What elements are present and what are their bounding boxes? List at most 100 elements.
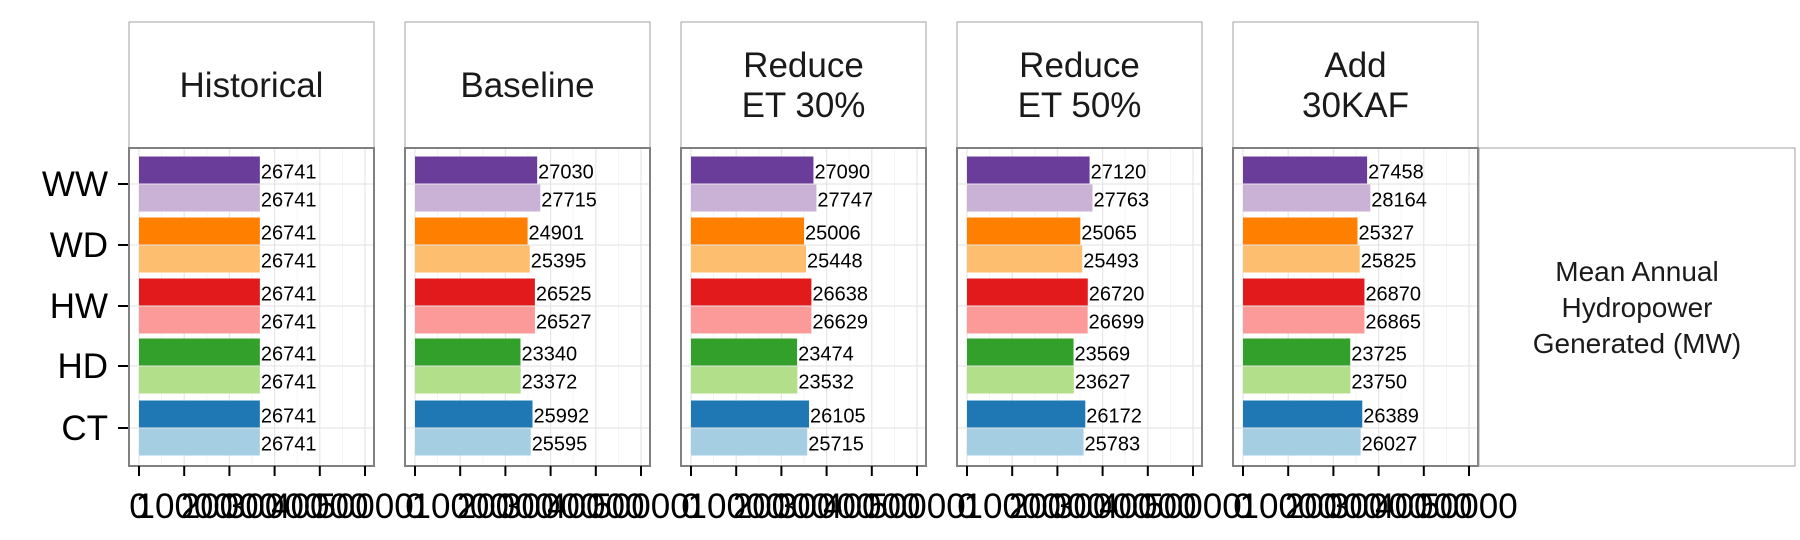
bar-value-label: 27763 <box>1093 190 1149 212</box>
bar-value-label: 25595 <box>532 434 588 456</box>
bar-value-label: 25065 <box>1081 223 1137 245</box>
facet-strip <box>680 21 927 149</box>
bar-value-label: 26527 <box>536 312 592 334</box>
x-tick-label: 30000 <box>502 487 599 526</box>
bar-value-label: 25395 <box>531 251 587 273</box>
bar-value-label: 26389 <box>1363 406 1419 428</box>
bar-value-label: 26741 <box>261 406 317 428</box>
bar <box>1243 184 1371 212</box>
facet-panel: Baseline 27030 27715 24901 25395 26525 26527 23… <box>404 21 690 526</box>
facet-title: Add <box>1324 46 1386 85</box>
bar-value-label: 26870 <box>1365 284 1421 306</box>
bar <box>967 245 1083 273</box>
bar-value-label: 26865 <box>1365 312 1421 334</box>
facet-strip <box>128 21 375 149</box>
bar <box>967 306 1088 334</box>
bar-value-label: 26741 <box>261 344 317 366</box>
bar-value-label: 23569 <box>1075 344 1131 366</box>
facet-title: Baseline <box>460 66 594 105</box>
bar <box>139 184 260 212</box>
bar-value-label: 26741 <box>261 434 317 456</box>
bar <box>1243 428 1361 456</box>
bar-value-label: 26105 <box>810 406 866 428</box>
bar-value-label: 26699 <box>1089 312 1145 334</box>
bar-value-label: 26629 <box>812 312 868 334</box>
bar-value-label: 26638 <box>812 284 868 306</box>
bar-value-label: 27715 <box>541 190 597 212</box>
bar <box>1243 156 1368 184</box>
bar <box>415 217 528 245</box>
bar <box>967 156 1090 184</box>
x-tick-label: 10000 <box>1240 487 1337 526</box>
facet-strip <box>1232 21 1479 149</box>
facet-title: 30KAF <box>1302 86 1409 125</box>
x-tick-label: 20000 <box>181 487 278 526</box>
x-tick-label: 30000 <box>778 487 875 526</box>
bar-value-label: 25715 <box>808 434 864 456</box>
bar-value-label: 26741 <box>261 190 317 212</box>
facet-strip <box>404 21 651 149</box>
x-tick-label: 50000 <box>316 487 413 526</box>
bar <box>139 366 260 394</box>
x-tick-label: 30000 <box>1054 487 1151 526</box>
x-tick-label: 20000 <box>733 487 830 526</box>
bar-value-label: 27747 <box>817 190 873 212</box>
bar <box>967 428 1084 456</box>
bar <box>691 306 812 334</box>
facet-title: Reduce <box>1019 46 1140 85</box>
x-tick-label: 10000 <box>136 487 233 526</box>
bar-value-label: 23474 <box>798 344 854 366</box>
facet-title: ET 30% <box>742 86 866 125</box>
x-tick-label: 40000 <box>547 487 644 526</box>
x-tick-label: 20000 <box>457 487 554 526</box>
bar <box>415 156 538 184</box>
bar <box>691 338 798 366</box>
bar <box>967 184 1093 212</box>
facet-title: Historical <box>180 66 324 105</box>
bar-value-label: 26741 <box>261 162 317 184</box>
panel-border <box>680 147 927 467</box>
bar-value-label: 26741 <box>261 284 317 306</box>
x-tick-label: 0 <box>1233 487 1252 526</box>
x-tick-label: 40000 <box>823 487 920 526</box>
x-tick-label: 40000 <box>1375 487 1472 526</box>
x-tick-label: 40000 <box>1099 487 1196 526</box>
bar-value-label: 23340 <box>521 344 577 366</box>
facet-row-strip <box>1478 147 1796 467</box>
bar <box>967 278 1088 306</box>
x-tick-label: 10000 <box>412 487 509 526</box>
bar-value-label: 23532 <box>798 372 854 394</box>
bar-value-label: 28164 <box>1371 190 1427 212</box>
x-tick-label: 0 <box>129 487 148 526</box>
facet-row-label: Generated (MW) <box>1533 328 1742 359</box>
x-tick-label: 0 <box>405 487 424 526</box>
bar <box>139 245 260 273</box>
bar-value-label: 25006 <box>805 223 861 245</box>
y-tick-label: CT <box>61 409 108 448</box>
bar <box>139 156 260 184</box>
facet-strip <box>956 21 1203 149</box>
bar <box>691 156 814 184</box>
bar-value-label: 25327 <box>1358 223 1414 245</box>
bar <box>1243 400 1363 428</box>
bar <box>415 245 530 273</box>
bar <box>691 428 808 456</box>
bar-value-label: 26741 <box>261 251 317 273</box>
bar <box>139 278 260 306</box>
bar-value-label: 23725 <box>1351 344 1407 366</box>
bar-value-label: 25493 <box>1083 251 1139 273</box>
facet-row-label: Mean Annual <box>1555 256 1718 287</box>
x-tick-label: 10000 <box>964 487 1061 526</box>
bar-value-label: 23372 <box>522 372 578 394</box>
bar <box>1243 245 1360 273</box>
bar <box>415 278 535 306</box>
panel-border <box>404 147 651 467</box>
x-tick-label: 0 <box>957 487 976 526</box>
bar <box>1243 366 1351 394</box>
bar-value-label: 23750 <box>1351 372 1407 394</box>
y-tick-label: WW <box>42 165 108 204</box>
bar <box>139 428 260 456</box>
